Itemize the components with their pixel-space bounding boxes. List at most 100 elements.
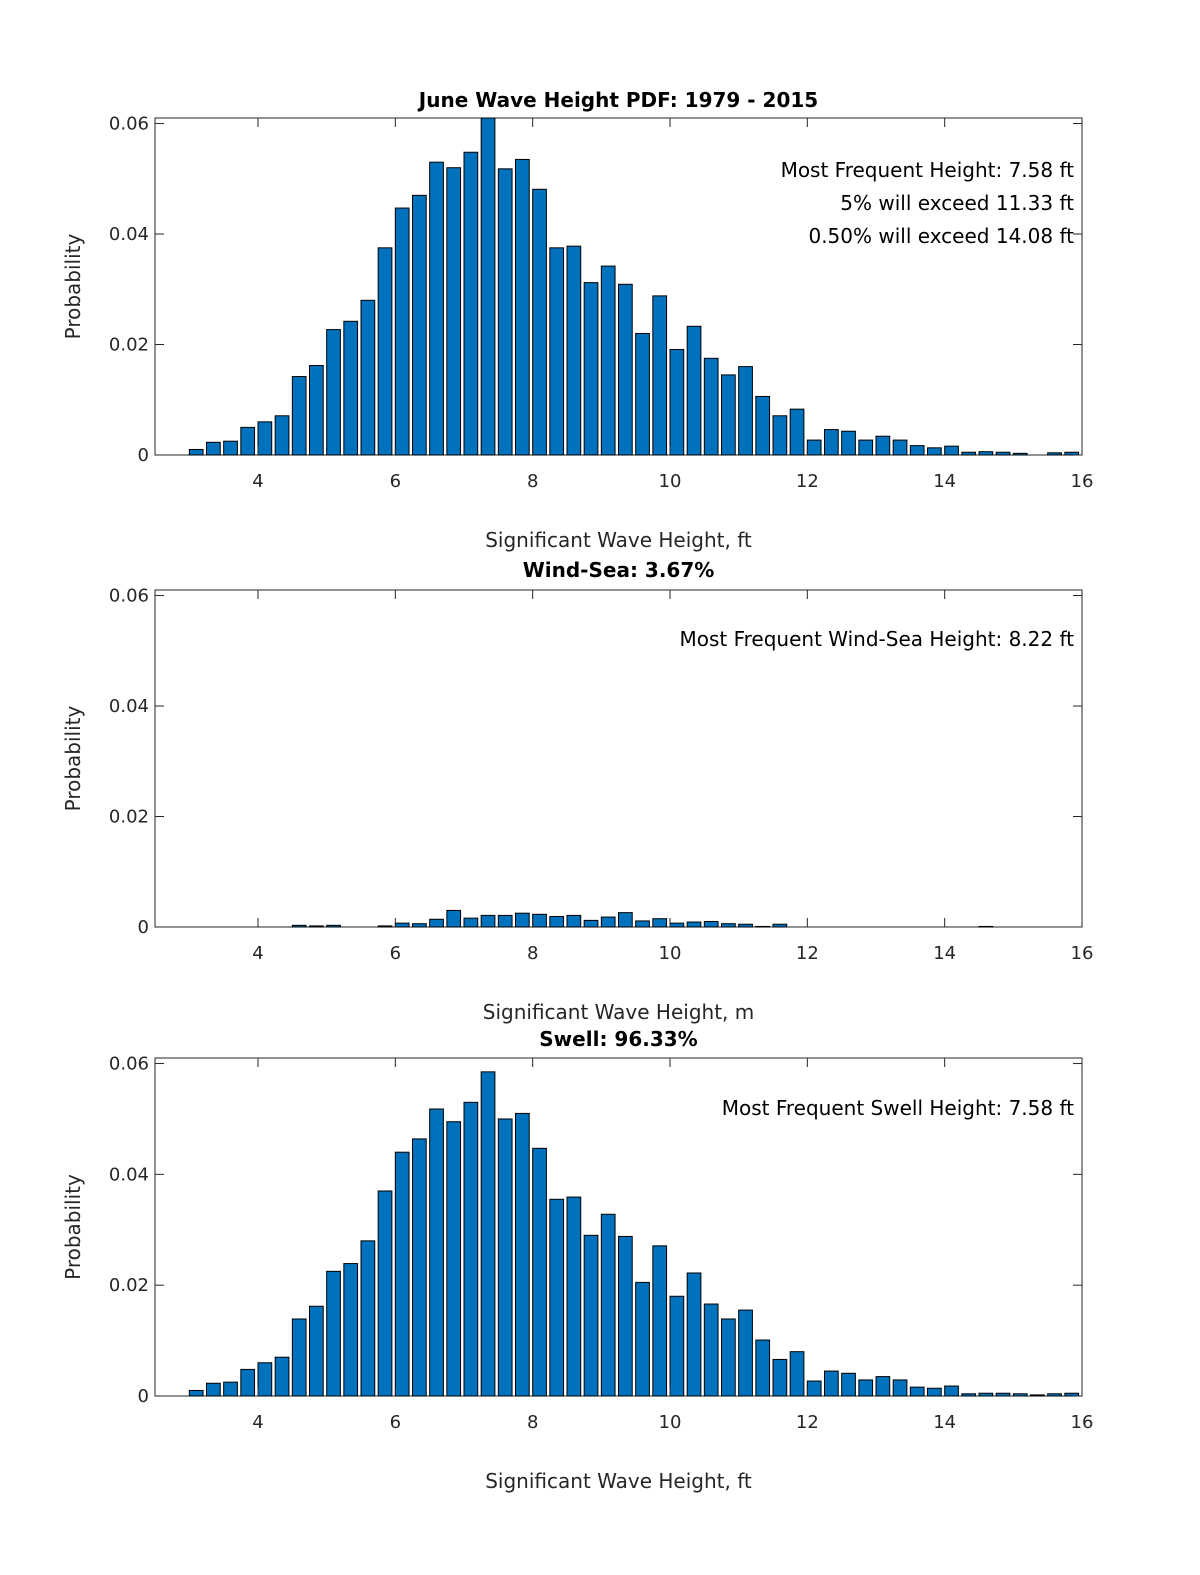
bar — [892, 1379, 908, 1397]
bar — [686, 1272, 702, 1397]
bar — [721, 374, 736, 456]
bar — [738, 923, 753, 928]
bar — [841, 430, 856, 456]
x-tick-label: 10 — [659, 943, 682, 964]
chart-title: June Wave Height PDF: 1979 - 2015 — [417, 88, 818, 112]
bar — [291, 924, 307, 928]
bar — [240, 1368, 256, 1397]
bar — [549, 1198, 565, 1397]
bar — [789, 1351, 805, 1397]
bar — [1064, 1392, 1080, 1397]
x-tick-label: 4 — [252, 943, 263, 964]
bar — [566, 1196, 582, 1397]
x-tick-label: 12 — [796, 1412, 819, 1433]
x-tick-label: 16 — [1071, 471, 1094, 492]
bar — [772, 1358, 788, 1397]
bar — [377, 247, 393, 456]
y-tick-label: 0 — [138, 445, 149, 466]
bar — [978, 925, 994, 928]
bar — [274, 415, 290, 456]
bar — [532, 913, 547, 928]
bar — [532, 1147, 547, 1397]
bar — [1064, 451, 1080, 456]
bar — [703, 1303, 719, 1397]
bar — [961, 451, 977, 456]
bar — [515, 912, 530, 928]
x-tick-label: 12 — [796, 943, 819, 964]
bar — [927, 1387, 942, 1397]
x-tick-label: 14 — [933, 943, 956, 964]
x-axis-label: Significant Wave Height, ft — [485, 528, 752, 552]
y-tick-label: 0.04 — [109, 224, 149, 245]
bar — [703, 920, 719, 928]
bar — [772, 415, 788, 456]
x-tick-label: 14 — [933, 471, 956, 492]
bar — [669, 348, 685, 456]
y-axis-label: Probability — [61, 1174, 85, 1280]
bar — [875, 1376, 891, 1397]
bar — [909, 445, 925, 456]
bar — [703, 357, 719, 456]
bar — [618, 1235, 633, 1397]
bar — [1012, 452, 1028, 456]
bar — [412, 923, 427, 928]
bar — [463, 151, 479, 456]
bar — [446, 909, 462, 928]
bar — [274, 1356, 290, 1397]
bar — [978, 1392, 994, 1397]
bar — [291, 376, 307, 456]
bar — [360, 299, 376, 456]
bar — [515, 1112, 530, 1397]
annotation-text: Most Frequent Swell Height: 7.58 ft — [722, 1096, 1074, 1120]
bar — [618, 912, 633, 928]
bar — [446, 1121, 462, 1397]
bar — [583, 919, 599, 928]
chart-title: Wind-Sea: 3.67% — [523, 558, 715, 582]
x-tick-label: 8 — [527, 1412, 538, 1433]
bar — [412, 1138, 427, 1397]
bar — [223, 1381, 238, 1397]
y-tick-label: 0 — [138, 1386, 149, 1407]
bar — [909, 1386, 925, 1397]
bar — [412, 194, 427, 456]
bar — [188, 1389, 204, 1397]
bar — [343, 1263, 359, 1397]
y-tick-label: 0.04 — [109, 1164, 149, 1185]
bar — [738, 1309, 753, 1397]
bar — [549, 916, 565, 928]
x-tick-label: 8 — [527, 943, 538, 964]
bar — [394, 922, 410, 928]
bar — [566, 914, 582, 928]
bar — [772, 923, 788, 928]
y-axis-label: Probability — [61, 705, 85, 811]
bar — [583, 1234, 599, 1397]
y-tick-label: 0.02 — [109, 335, 149, 356]
x-tick-label: 6 — [390, 1412, 401, 1433]
bar — [806, 439, 822, 456]
bar — [429, 918, 444, 928]
bar — [223, 440, 238, 456]
bar — [961, 1393, 977, 1397]
y-tick-label: 0.02 — [109, 1275, 149, 1296]
bar — [532, 188, 547, 456]
bar — [669, 922, 685, 928]
bar — [429, 161, 444, 456]
y-tick-label: 0 — [138, 917, 149, 938]
bar — [463, 1101, 479, 1397]
bar — [686, 325, 702, 456]
bar — [309, 365, 324, 456]
x-tick-label: 4 — [252, 1412, 263, 1433]
bar — [789, 408, 805, 456]
x-tick-label: 14 — [933, 1412, 956, 1433]
annotation-text: 5% will exceed 11.33 ft — [840, 191, 1074, 215]
bar — [497, 914, 513, 928]
bar — [755, 925, 771, 928]
bar — [755, 1339, 771, 1397]
bar — [858, 439, 874, 456]
wind-sea-panel: 4 6 8 10 12 14 16 0 0.02 0.04 0.06 Wind-Sea: 3.67% S… — [61, 558, 1093, 1024]
bar — [566, 245, 582, 456]
x-tick-label: 10 — [659, 471, 682, 492]
bar — [326, 329, 341, 456]
bar — [257, 1362, 273, 1397]
bar — [206, 1382, 221, 1397]
